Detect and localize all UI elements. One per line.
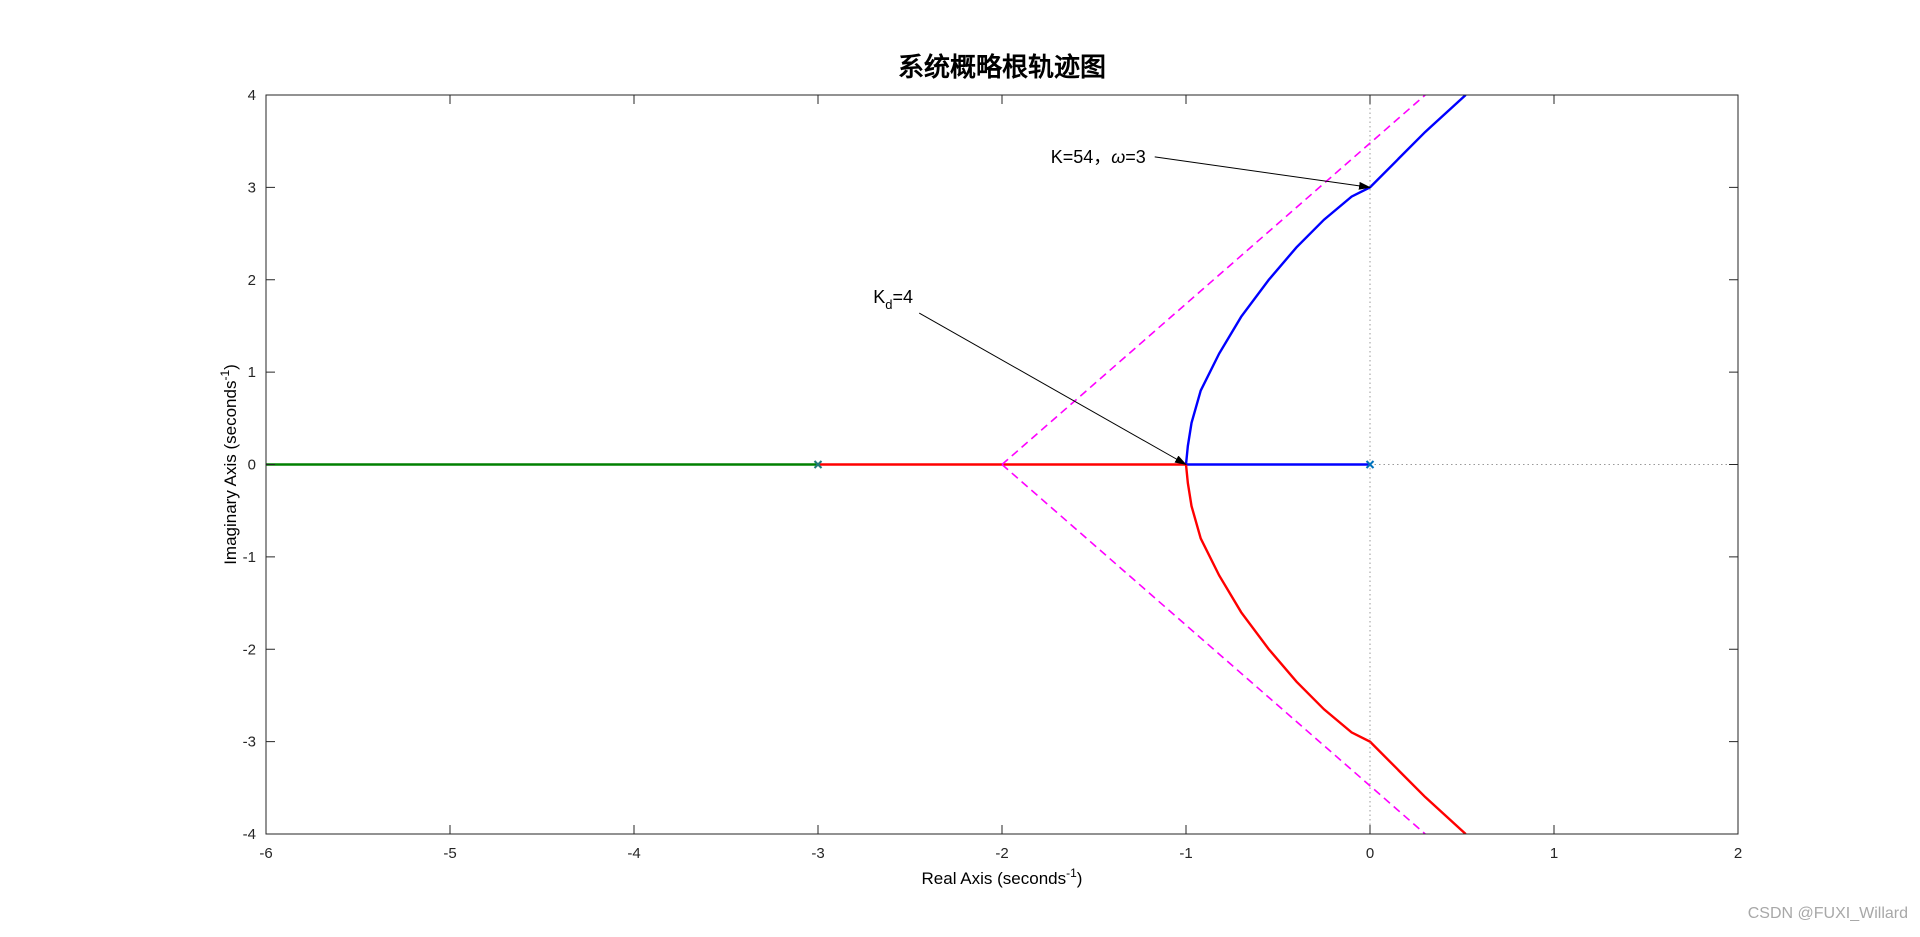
y-axis-label-text: Imaginary Axis (seconds bbox=[221, 381, 240, 565]
plot-area bbox=[266, 95, 1738, 834]
annotation-label-1: Kd=4 bbox=[873, 287, 913, 312]
y-tick-label: 2 bbox=[248, 272, 256, 289]
y-tick-label: 3 bbox=[248, 179, 256, 196]
x-tick-label: -4 bbox=[627, 845, 640, 862]
x-axis-label: Real Axis (seconds-1) bbox=[922, 866, 1083, 888]
x-tick-label: 2 bbox=[1734, 845, 1742, 862]
y-tick-label: 1 bbox=[248, 364, 256, 381]
pole-marker-0 bbox=[1365, 460, 1375, 469]
pole-marker-1 bbox=[813, 460, 823, 469]
annotation-arrow-1 bbox=[918, 312, 1187, 465]
watermark-text: CSDN @FUXI_Willard bbox=[1747, 905, 1908, 922]
y-tick-label: -2 bbox=[243, 641, 256, 658]
x-axis-label-end: ) bbox=[1077, 869, 1083, 888]
y-tick-label: -1 bbox=[243, 549, 256, 566]
x-tick-label: 0 bbox=[1366, 845, 1374, 862]
x-axis-label-superscript: -1 bbox=[1066, 866, 1077, 880]
locus-series-6 bbox=[1001, 463, 1426, 834]
x-axis-label-text: Real Axis (seconds bbox=[922, 869, 1067, 888]
chart-title: 系统概略根轨迹图 bbox=[898, 52, 1106, 83]
y-tick-label: 0 bbox=[248, 457, 256, 474]
y-tick-label: 4 bbox=[248, 87, 256, 104]
x-tick-label: -1 bbox=[1179, 845, 1192, 862]
locus-series-1 bbox=[1184, 95, 1467, 465]
x-tick-label: -5 bbox=[443, 845, 456, 862]
x-tick-label: -2 bbox=[995, 845, 1008, 862]
annotations: K=54，ω=3 Kd=4 bbox=[873, 147, 1371, 465]
annotation-arrow-0 bbox=[1154, 156, 1371, 190]
x-tick-label: -6 bbox=[259, 845, 272, 862]
y-tick-label: -3 bbox=[243, 734, 256, 751]
y-axis-label: Imaginary Axis (seconds-1) bbox=[218, 364, 240, 565]
annotation-label-0: K=54，ω=3 bbox=[1051, 147, 1146, 167]
x-tick-label: -3 bbox=[811, 845, 824, 862]
x-tick-label: 1 bbox=[1550, 845, 1558, 862]
y-axis-label-end: ) bbox=[221, 364, 240, 370]
locus-series-3 bbox=[1184, 464, 1467, 834]
y-tick-label: -4 bbox=[243, 826, 256, 843]
axes: -6 -5 -4 -3 -2 -1 0 1 2 -4 -3 -2 -1 0 1 2 3 4 bbox=[243, 87, 1743, 862]
y-axis-label-superscript: -1 bbox=[218, 370, 232, 381]
locus-series-5 bbox=[1001, 95, 1426, 466]
